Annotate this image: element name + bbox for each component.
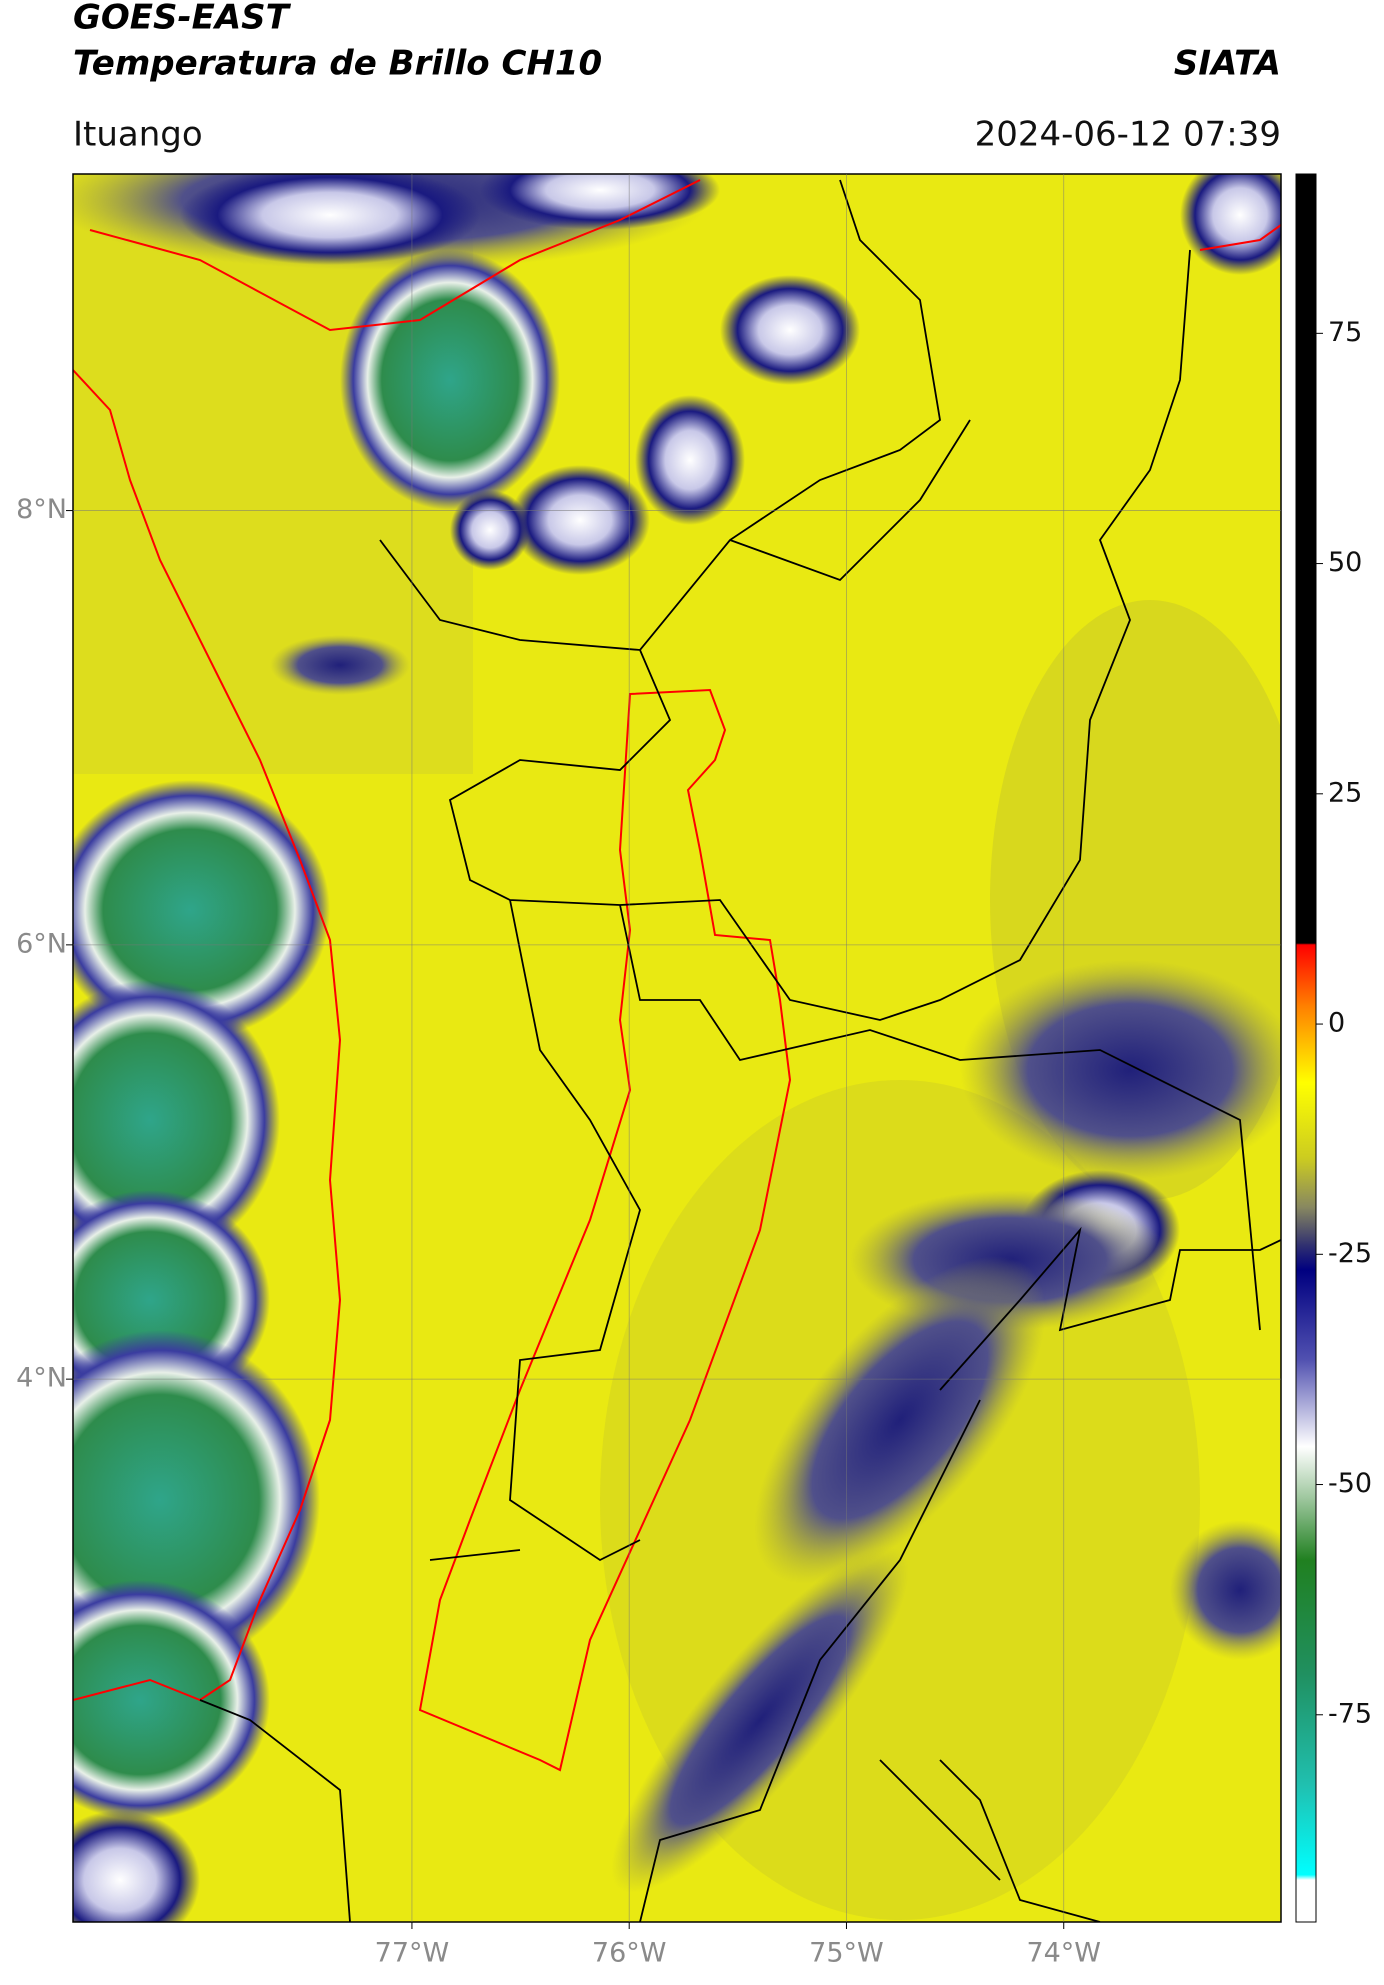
- x-tick-label: 77°W: [375, 1938, 450, 1969]
- organization: SIATA: [1174, 44, 1281, 84]
- x-tick-label: 74°W: [1026, 1938, 1101, 1969]
- location: Ituango: [73, 115, 203, 155]
- y-tick-label: 4°N: [16, 1363, 67, 1394]
- product-title: Temperatura de Brillo CH10: [73, 44, 602, 84]
- colorbar-tick-label: 25: [1328, 777, 1362, 808]
- colorbar-tick-label: 0: [1328, 1008, 1345, 1039]
- colorbar-tick-label: 75: [1328, 317, 1362, 348]
- map-image: [73, 174, 1281, 1922]
- colorbar-tick-label: -75: [1328, 1698, 1372, 1729]
- colorbar: [1295, 173, 1317, 1923]
- map-frame: [72, 173, 1282, 1923]
- datetime: 2024-06-12 07:39: [975, 115, 1281, 155]
- colorbar-tick-label: 50: [1328, 547, 1362, 578]
- y-tick-label: 8°N: [16, 494, 67, 525]
- colorbar-tick-label: -25: [1328, 1238, 1372, 1269]
- satellite-title: GOES-EAST: [73, 0, 292, 38]
- x-tick-label: 76°W: [592, 1938, 667, 1969]
- colorbar-tick-label: -50: [1328, 1468, 1372, 1499]
- x-tick-label: 75°W: [809, 1938, 884, 1969]
- y-tick-label: 6°N: [16, 928, 67, 959]
